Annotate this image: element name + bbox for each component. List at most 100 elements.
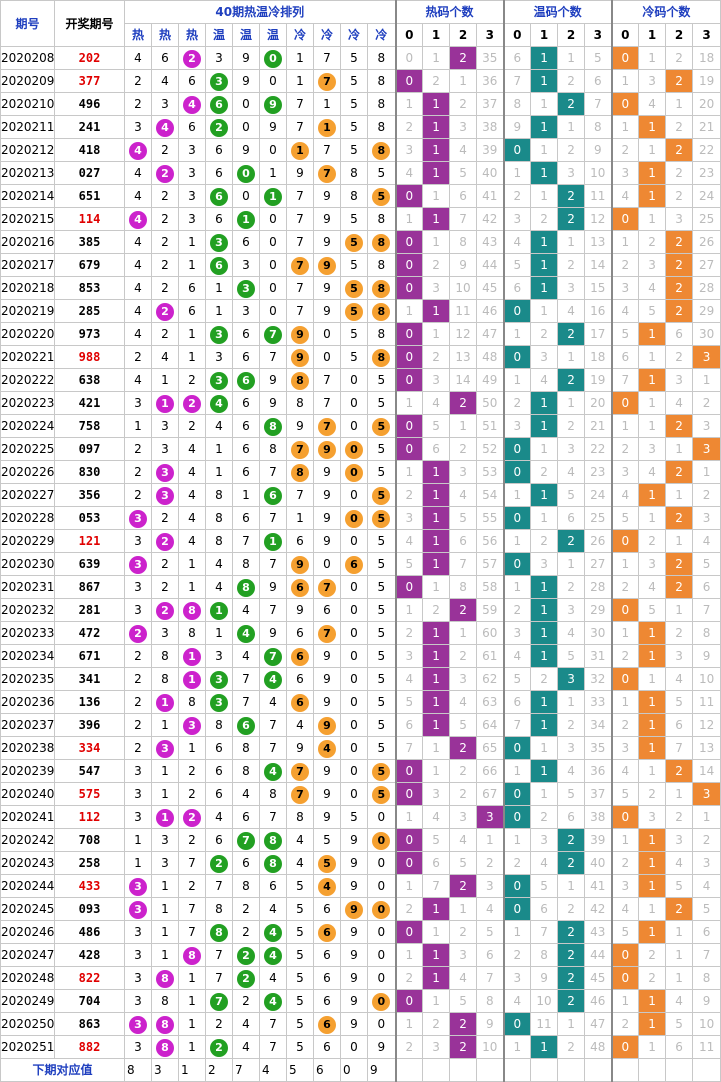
hot-count-cell: 36 xyxy=(476,69,505,93)
rank-digit: 1 xyxy=(242,488,250,502)
rank-cell: 1 xyxy=(205,437,233,461)
rank-cell: 8 xyxy=(232,874,260,898)
cold-count-cell: 1 xyxy=(638,184,667,208)
cold-count-cell: 1 xyxy=(638,207,667,231)
rank-digit: 6 xyxy=(323,1040,331,1054)
rank-cell: 7 xyxy=(313,161,341,185)
hot-count-cell: 2 xyxy=(422,253,451,277)
rank-ball-marker: 2 xyxy=(183,394,201,413)
rank-cell: 5 xyxy=(366,161,397,185)
rank-digit: 9 xyxy=(323,304,331,318)
warm-count-cell: 0 xyxy=(502,460,532,484)
rank-cell: 9 xyxy=(259,621,287,645)
hot-count-cell: 41 xyxy=(476,184,505,208)
rank-digit: 0 xyxy=(323,327,331,341)
rank-digit: 1 xyxy=(161,718,169,732)
rank-digit: 6 xyxy=(188,120,196,134)
rank-ball-marker: 2 xyxy=(129,624,147,643)
rank-ball-marker: 8 xyxy=(183,946,201,965)
warm-count-cell: 1 xyxy=(530,92,559,116)
rank-cell: 4 xyxy=(124,207,152,231)
rank-digit: 3 xyxy=(134,120,142,134)
rank-cell: 1 xyxy=(124,828,152,852)
table-row: 2020237 396 2 1 3 8 6 7 4 9 0 5 6 1 5 64 7 1 2 34 2 1 6 12 xyxy=(0,713,721,737)
rank-digit: 3 xyxy=(134,396,142,410)
rank-cell: 3 xyxy=(205,690,233,714)
hot-count-cell: 0 xyxy=(394,920,424,944)
rank-digit: 4 xyxy=(134,281,142,295)
warm-count-cell: 1 xyxy=(530,759,559,783)
rank-digit: 0 xyxy=(350,488,358,502)
warm-count-cell: 19 xyxy=(584,368,613,392)
hot-count-cell: 2 xyxy=(394,621,424,645)
hot-count-cell: 5 xyxy=(449,506,478,530)
warm-count-cell: 9 xyxy=(530,966,559,990)
rank-cell: 0 xyxy=(340,506,368,530)
hot-count-cell: 0 xyxy=(394,230,424,254)
cold-count-cell: 1 xyxy=(638,322,667,346)
rank-cell: 6 xyxy=(286,644,314,668)
hot-count-cell: 53 xyxy=(476,460,505,484)
cold-count-cell: 1 xyxy=(665,437,694,461)
rank-cell: 8 xyxy=(205,920,233,944)
cold-count-cell: 3 xyxy=(692,345,721,369)
rank-digit: 5 xyxy=(296,902,304,916)
rank-cell: 9 xyxy=(286,598,314,622)
hot-count-cell: 6 xyxy=(394,713,424,737)
cold-count-cell: 3 xyxy=(692,851,721,875)
rank-cell: 7 xyxy=(259,345,287,369)
rank-cell: 0 xyxy=(366,897,397,921)
rank-digit: 9 xyxy=(323,189,331,203)
rank-cell: 2 xyxy=(178,46,206,70)
hot-count-cell: 2 xyxy=(394,115,424,139)
rank-cell: 1 xyxy=(151,920,179,944)
rank-digit: 9 xyxy=(350,1017,358,1031)
rank-ball-marker: 7 xyxy=(210,992,228,1011)
warm-count-cell: 1 xyxy=(530,621,559,645)
count-col-header: 3 xyxy=(692,23,721,47)
rank-cell: 8 xyxy=(366,115,397,139)
rank-digit: 9 xyxy=(269,373,277,387)
warm-count-cell: 10 xyxy=(530,989,559,1013)
warm-count-cell: 1 xyxy=(530,690,559,714)
rank-ball-marker: 7 xyxy=(291,762,309,781)
warm-count-cell: 2 xyxy=(502,184,532,208)
rank-cell: 6 xyxy=(151,46,179,70)
rank-cell: 7 xyxy=(232,690,260,714)
warm-count-cell: 1 xyxy=(557,874,586,898)
rank-digit: 0 xyxy=(377,948,386,962)
rank-digit: 0 xyxy=(242,189,250,203)
rank-ball-marker: 3 xyxy=(156,739,174,758)
warm-count-cell: 1 xyxy=(502,161,532,185)
cold-count-cell: 23 xyxy=(692,161,721,185)
cold-count-cell: 1 xyxy=(610,414,640,438)
hot-count-cell: 4 xyxy=(449,690,478,714)
cold-count-cell: 7 xyxy=(665,736,694,760)
hot-count-cell: 1 xyxy=(422,299,451,323)
hot-count-cell: 10 xyxy=(476,1035,505,1059)
rank-digit: 6 xyxy=(323,902,331,916)
hot-count-cell: 1 xyxy=(422,690,451,714)
rank-cell: 0 xyxy=(259,138,287,162)
footer-empty xyxy=(584,1058,613,1082)
rank-cell: 0 xyxy=(340,575,368,599)
table-row: 2020250 863 3 8 1 2 4 7 5 6 9 0 1 2 2 9 0 11 1 47 2 1 5 10 xyxy=(0,1012,721,1036)
rank-digit: 3 xyxy=(134,994,142,1008)
issue-cell: 2020235 xyxy=(0,667,55,691)
rank-cell: 1 xyxy=(286,506,314,530)
rank-cell: 7 xyxy=(178,920,206,944)
issue-cell: 2020218 xyxy=(0,276,55,300)
issue-cell: 2020250 xyxy=(0,1012,55,1036)
cold-count-cell: 3 xyxy=(692,437,721,461)
cold-count-cell: 2 xyxy=(665,506,694,530)
rank-ball-marker: 5 xyxy=(318,854,336,873)
warm-count-cell: 2 xyxy=(502,851,532,875)
hot-count-cell: 3 xyxy=(422,276,451,300)
rank-cell: 8 xyxy=(366,46,397,70)
rank-ball-marker: 4 xyxy=(264,762,282,781)
warm-count-cell: 44 xyxy=(584,943,613,967)
rank-cell: 3 xyxy=(124,920,152,944)
hot-count-cell: 49 xyxy=(476,368,505,392)
rank-ball-marker: 8 xyxy=(210,923,228,942)
